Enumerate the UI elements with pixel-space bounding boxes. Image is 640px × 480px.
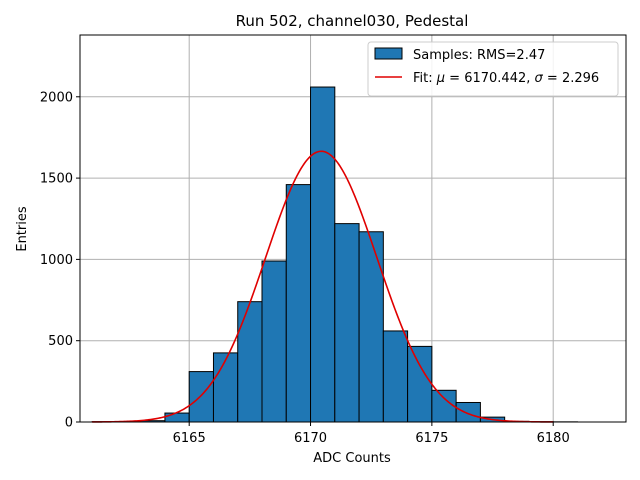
histogram-bar [164,412,190,423]
legend-samples-label: Samples: RMS=2.47 [413,48,545,63]
y-tick-label: 1000 [40,253,73,268]
legend-samples-swatch [374,47,403,60]
x-axis-ticks: 6165 6170 6175 6180 [173,422,570,446]
histogram-bar [285,184,312,423]
x-axis-label: ADC Counts [313,451,391,466]
x-tick-label: 6165 [173,431,206,446]
histogram-bar [310,86,336,423]
fit-curve [92,150,554,423]
histogram-bar [358,231,384,423]
chart-title: Run 502, channel030, Pedestal [236,12,469,30]
legend-box [367,41,619,97]
histogram-bar [188,371,214,423]
y-tick-label: 2000 [40,90,73,105]
histogram-bar [212,352,239,423]
histogram-bar [237,301,263,423]
fit-curve-group [92,150,554,423]
x-tick-label: 6180 [537,431,570,446]
y-tick-label: 0 [65,416,73,431]
histogram-bar [407,345,433,423]
histogram-bar [261,260,287,423]
histogram-bar [334,223,360,423]
legend-fit-label: Fit: μ = 6170.442, σ = 2.296 [413,71,599,86]
x-tick-label: 6170 [294,431,327,446]
y-tick-label: 1500 [40,172,73,187]
y-tick-label: 500 [48,334,73,349]
y-axis-ticks: 0 500 1000 1500 2000 [40,90,80,431]
plot-frame [79,34,627,423]
y-axis-label: Entries [15,206,30,252]
histogram-bar [431,389,457,423]
x-tick-label: 6175 [415,431,448,446]
histogram-bar [455,401,481,423]
legend: Samples: RMS=2.47 Fit: μ = 6170.442, σ =… [367,41,619,97]
histogram-bar [382,330,409,423]
